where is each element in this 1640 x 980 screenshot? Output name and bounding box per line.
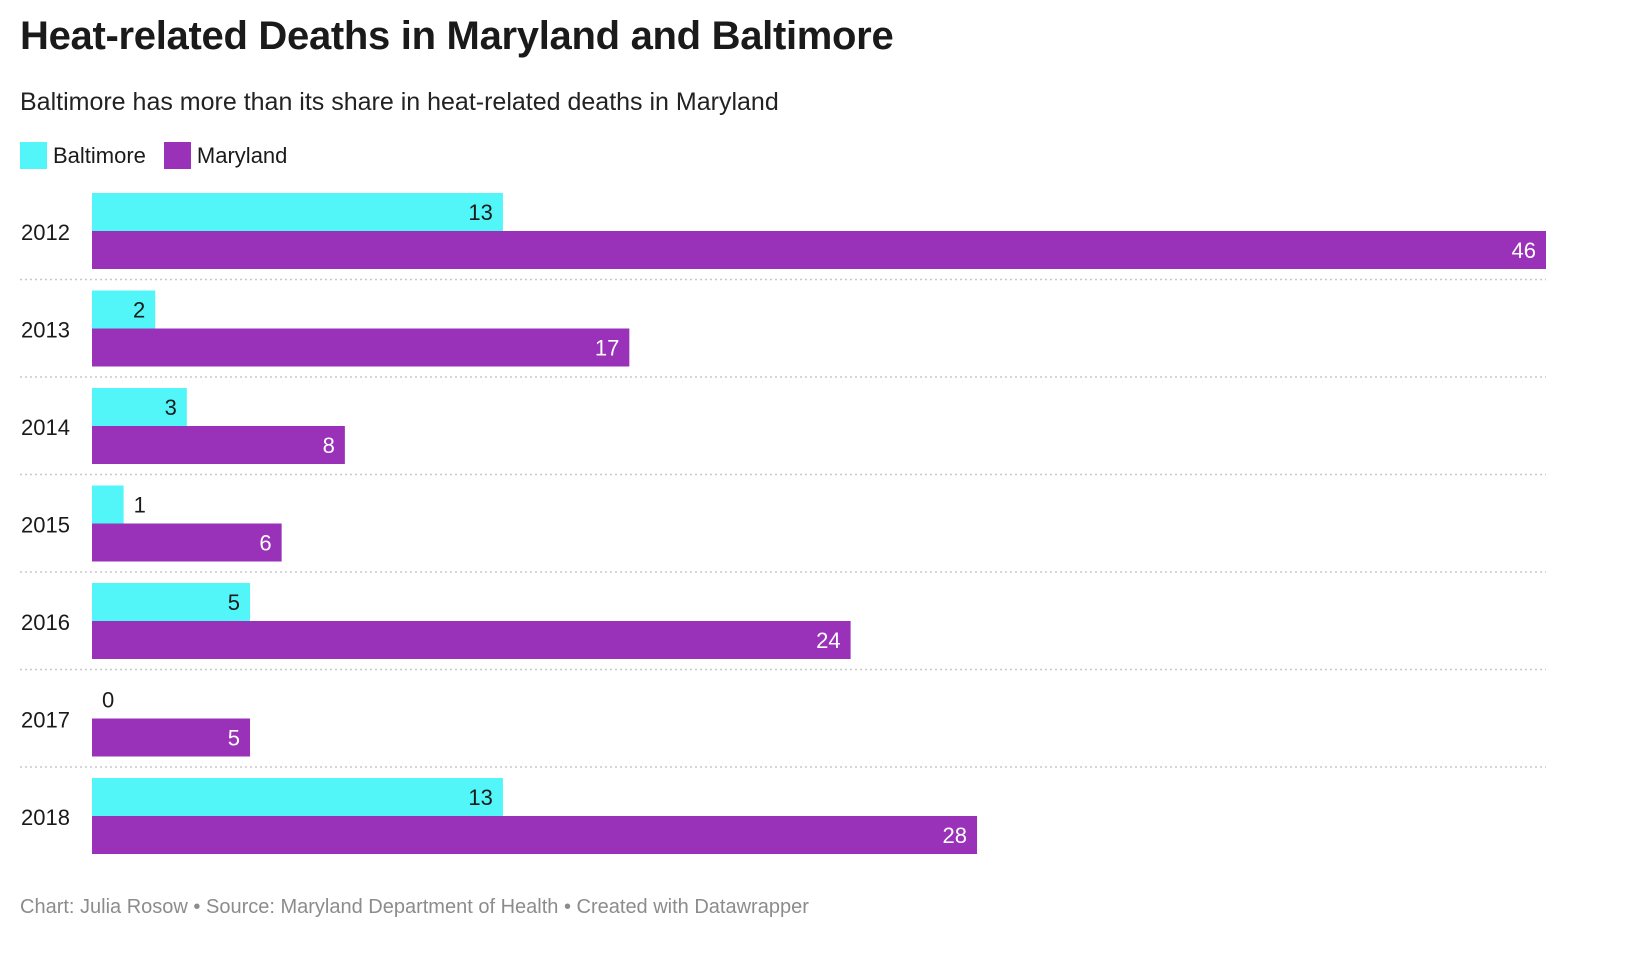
data-label-maryland-2013: 17 — [595, 336, 619, 361]
category-label-2018: 2018 — [21, 805, 70, 830]
data-label-baltimore-2015: 1 — [134, 493, 146, 518]
data-label-maryland-2016: 24 — [816, 628, 840, 653]
bar-baltimore-2014 — [92, 388, 187, 426]
category-label-2016: 2016 — [21, 610, 70, 635]
legend-item-maryland: Maryland — [163, 142, 288, 169]
chart-legend: Baltimore Maryland — [20, 142, 305, 169]
bar-baltimore-2016 — [92, 583, 251, 621]
legend-swatch-maryland — [163, 142, 191, 169]
bar-maryland-2017 — [92, 718, 251, 757]
data-label-baltimore-2014: 3 — [165, 395, 177, 420]
legend-swatch-baltimore — [20, 142, 47, 169]
data-label-maryland-2018: 28 — [943, 823, 967, 848]
bar-maryland-2018 — [92, 816, 978, 854]
category-label-2012: 2012 — [21, 220, 70, 245]
bar-baltimore-2015 — [92, 485, 124, 524]
footer-separator: • — [563, 896, 571, 918]
chart-title: Heat-related Deaths in Maryland and Balt… — [20, 14, 894, 58]
category-label-2014: 2014 — [21, 415, 70, 440]
chart-footer: Chart: Julia Rosow • Source: Maryland De… — [20, 896, 809, 919]
data-label-baltimore-2017: 0 — [102, 688, 114, 713]
legend-label-maryland: Maryland — [196, 142, 288, 168]
footer-credit: Chart: Julia Rosow — [20, 896, 188, 918]
bar-baltimore-2018 — [92, 778, 503, 816]
data-label-baltimore-2013: 2 — [133, 298, 145, 323]
bar-maryland-2012 — [92, 231, 1546, 269]
data-label-maryland-2014: 8 — [323, 433, 335, 458]
bar-baltimore-2012 — [92, 193, 503, 231]
chart-subtitle: Baltimore has more than its share in hea… — [20, 88, 779, 116]
bar-maryland-2015 — [92, 523, 282, 562]
data-label-maryland-2012: 46 — [1512, 238, 1536, 263]
category-label-2017: 2017 — [21, 708, 70, 733]
data-label-maryland-2015: 6 — [259, 531, 271, 556]
legend-item-baltimore: Baltimore — [20, 142, 146, 169]
bar-maryland-2013 — [92, 328, 630, 367]
category-label-2013: 2013 — [21, 318, 70, 343]
bar-maryland-2014 — [92, 426, 345, 464]
category-label-2015: 2015 — [21, 513, 70, 538]
data-label-maryland-2017: 5 — [228, 726, 240, 751]
footer-tool: Created with Datawrapper — [576, 896, 809, 918]
data-label-baltimore-2012: 13 — [468, 200, 492, 225]
footer-source: Source: Maryland Department of Health — [205, 896, 559, 918]
footer-separator: • — [193, 896, 201, 918]
bar-baltimore-2013 — [92, 290, 156, 329]
data-label-baltimore-2018: 13 — [468, 785, 492, 810]
data-label-baltimore-2016: 5 — [228, 590, 240, 615]
bar-maryland-2016 — [92, 621, 851, 659]
legend-label-baltimore: Baltimore — [53, 142, 146, 168]
